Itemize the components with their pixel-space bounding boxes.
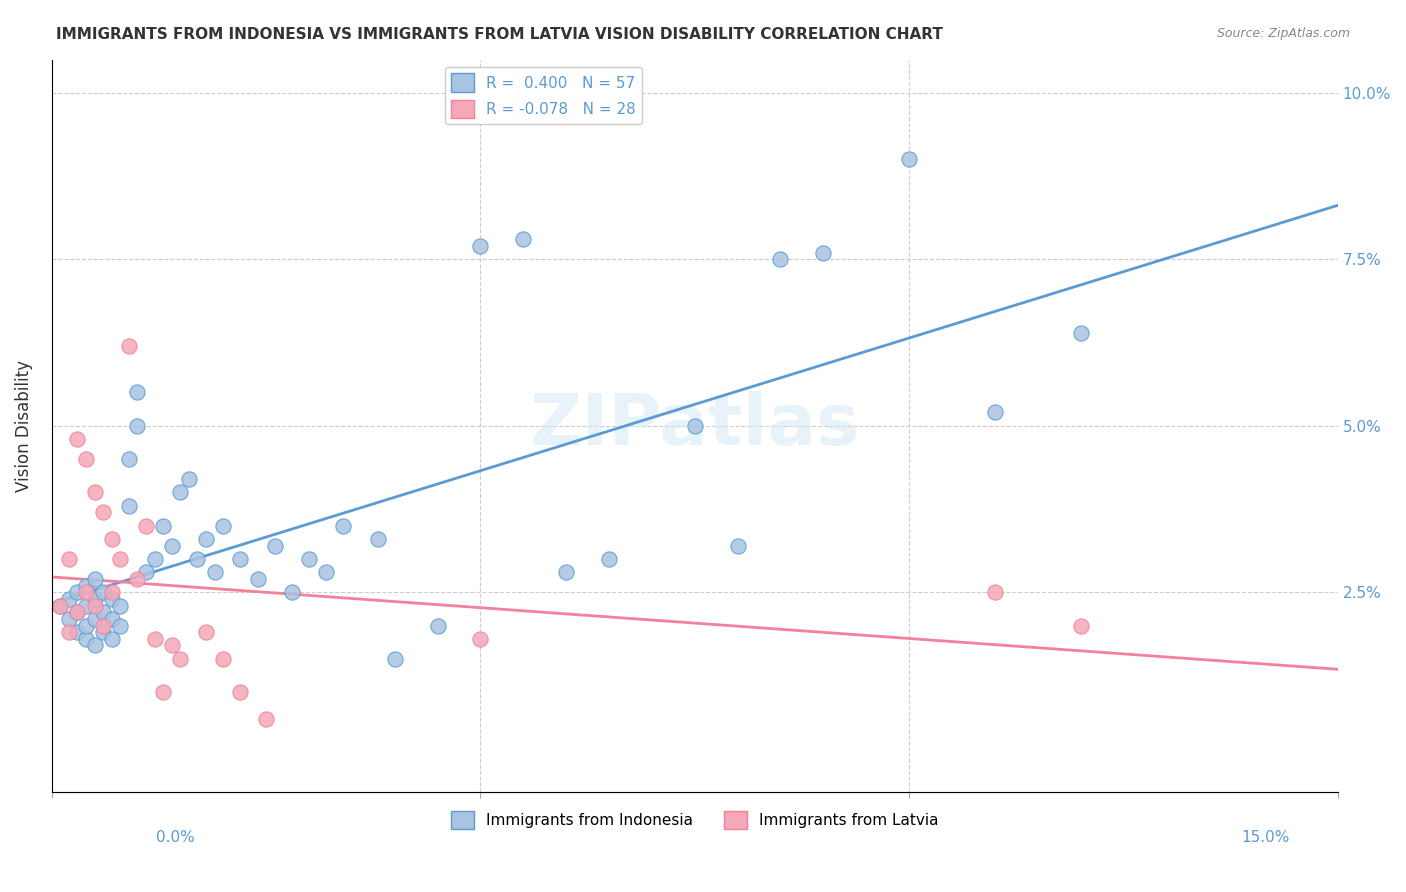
Text: 15.0%: 15.0% (1241, 830, 1289, 845)
Point (470, 632, 492, 646)
Point (100, 591, 122, 606)
Point (83, 639, 105, 653)
Point (118, 339, 141, 353)
Point (426, 618, 449, 632)
Point (83, 485, 105, 500)
Point (91, 618, 114, 632)
Point (66, 585, 89, 599)
Point (75, 585, 97, 599)
Point (1070, 618, 1092, 632)
Point (75, 599, 97, 613)
Point (229, 552, 252, 566)
Point (152, 518, 174, 533)
Point (58, 552, 80, 566)
Point (49, 599, 72, 613)
Point (195, 532, 218, 546)
Point (110, 618, 132, 632)
Point (212, 518, 235, 533)
Y-axis label: Vision Disability: Vision Disability (15, 359, 32, 491)
Point (66, 625, 89, 640)
Point (143, 552, 166, 566)
Point (229, 685, 252, 699)
Point (212, 652, 235, 666)
Point (598, 552, 620, 566)
Point (75, 452, 97, 467)
Point (58, 625, 80, 640)
Point (83, 599, 105, 613)
Point (143, 632, 166, 646)
Point (281, 585, 304, 599)
Text: ZIPatlas: ZIPatlas (530, 392, 860, 460)
Point (169, 485, 191, 500)
Point (100, 532, 122, 546)
Point (204, 566, 226, 580)
Point (246, 572, 269, 586)
Point (66, 605, 89, 619)
Point (160, 639, 183, 653)
Point (100, 632, 122, 646)
Text: 0.0%: 0.0% (156, 830, 195, 845)
Point (66, 605, 89, 619)
Point (1070, 326, 1092, 340)
Point (58, 612, 80, 626)
Point (91, 605, 114, 619)
Point (470, 239, 492, 253)
Point (984, 585, 1007, 599)
Text: Source: ZipAtlas.com: Source: ZipAtlas.com (1216, 27, 1350, 40)
Point (160, 539, 183, 553)
Point (100, 612, 122, 626)
Point (769, 252, 792, 267)
Point (135, 518, 157, 533)
Point (512, 232, 534, 246)
Point (315, 566, 337, 580)
Text: IMMIGRANTS FROM INDONESIA VS IMMIGRANTS FROM LATVIA VISION DISABILITY CORRELATIO: IMMIGRANTS FROM INDONESIA VS IMMIGRANTS … (56, 27, 943, 42)
Point (254, 712, 277, 726)
Point (195, 625, 218, 640)
Point (91, 625, 114, 640)
Point (186, 552, 208, 566)
Point (384, 652, 406, 666)
Point (118, 499, 141, 513)
Point (813, 245, 835, 260)
Point (298, 552, 321, 566)
Point (127, 572, 149, 586)
Point (100, 585, 122, 599)
Point (263, 539, 285, 553)
Point (83, 591, 105, 606)
Point (169, 652, 191, 666)
Point (727, 539, 749, 553)
Point (75, 618, 97, 632)
Point (898, 153, 921, 167)
Point (555, 566, 578, 580)
Point (83, 572, 105, 586)
Point (367, 532, 389, 546)
Point (127, 418, 149, 433)
Point (66, 432, 89, 446)
Point (152, 685, 174, 699)
Point (75, 578, 97, 592)
Point (91, 585, 114, 599)
Legend: Immigrants from Indonesia, Immigrants from Latvia: Immigrants from Indonesia, Immigrants fr… (444, 805, 945, 836)
Point (332, 518, 354, 533)
Point (110, 599, 132, 613)
Point (984, 405, 1007, 419)
Point (177, 472, 200, 486)
Point (49, 599, 72, 613)
Point (91, 505, 114, 519)
Point (83, 612, 105, 626)
Point (58, 591, 80, 606)
Point (135, 566, 157, 580)
Point (75, 632, 97, 646)
Point (683, 418, 706, 433)
Point (118, 452, 141, 467)
Point (127, 385, 149, 400)
Point (110, 552, 132, 566)
